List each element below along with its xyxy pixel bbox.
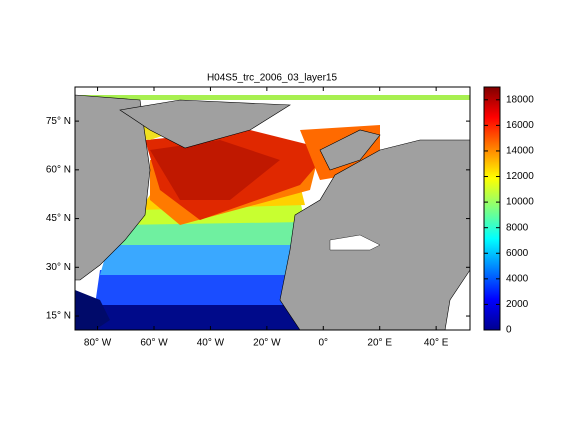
- colorbar-tick-label: 10000: [506, 197, 534, 208]
- x-tick-label: 0°: [319, 338, 329, 349]
- x-tick-label: 20° W: [253, 338, 281, 349]
- y-tick-label: 75° N: [46, 116, 71, 127]
- colorbar-tick-label: 18000: [506, 94, 534, 105]
- y-tick-label: 15° N: [46, 311, 71, 322]
- y-tick-label: 45° N: [46, 213, 71, 224]
- ticks: 80° W 60° W 40° W 20° W 0° 20° E 40° E 15° N 30°…: [46, 87, 534, 349]
- x-tick-label: 60° W: [140, 338, 168, 349]
- colorbar-tick-label: 14000: [506, 146, 534, 157]
- y-tick-label: 60° N: [46, 164, 71, 175]
- colorbar-tick-label: 8000: [506, 222, 529, 233]
- map-field: [75, 87, 470, 330]
- colorbar: [483, 86, 501, 331]
- colorbar-tick-label: 0: [506, 325, 512, 336]
- colorbar-tick-label: 16000: [506, 120, 534, 131]
- colorbar-tick-label: 4000: [506, 273, 529, 284]
- x-tick-label: 40° W: [197, 338, 225, 349]
- x-tick-label: 40° E: [424, 338, 449, 349]
- title: H04S5_trc_2006_03_layer15: [207, 73, 338, 84]
- axes-box: [74, 86, 471, 331]
- x-tick-label: 80° W: [84, 338, 112, 349]
- colorbar-tick-label: 6000: [506, 248, 529, 259]
- colorbar-tick-label: 12000: [506, 171, 534, 182]
- x-tick-label: 20° E: [367, 338, 392, 349]
- y-tick-label: 30° N: [46, 262, 71, 273]
- colorbar-tick-label: 2000: [506, 299, 529, 310]
